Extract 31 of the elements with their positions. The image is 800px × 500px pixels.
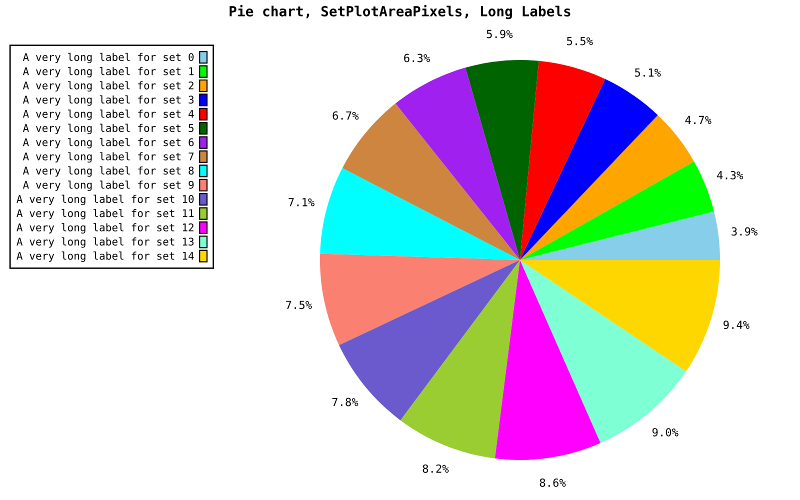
data-label: 4.7% — [685, 116, 712, 124]
data-label: 5.5% — [567, 37, 593, 46]
legend-label: A very long label for set 3 — [22, 95, 194, 106]
legend-label: A very long label for set 14 — [16, 252, 194, 262]
legend-label: A very long label for set 1 — [22, 67, 194, 78]
legend-label: A very long label for set 12 — [16, 223, 194, 234]
legend-label: A very long label for set 2 — [22, 81, 194, 92]
legend-label: A very long label for set 9 — [22, 180, 194, 191]
legend-label: A very long label for set 10 — [16, 194, 194, 206]
legend-label: A very long label for set 6 — [22, 138, 194, 148]
data-label: 7.5% — [286, 300, 312, 310]
data-label: 4.3% — [717, 170, 744, 180]
data-label: 9.0% — [652, 428, 678, 436]
data-label: 3.9% — [732, 227, 758, 236]
data-label: 8.6% — [540, 478, 566, 487]
data-label: 5.9% — [486, 30, 513, 38]
data-label: 6.7% — [332, 111, 359, 120]
legend-label: A very long label for set 13 — [16, 237, 194, 248]
legend-label: A very long label for set 11 — [16, 208, 194, 220]
data-label: 7.8% — [332, 398, 358, 406]
data-label: 9.4% — [724, 320, 750, 330]
legend-label: A very long label for set 4 — [22, 110, 194, 120]
data-label: 7.1% — [288, 198, 314, 206]
legend-label: A very long label for set 8 — [22, 166, 194, 177]
data-label: 6.3% — [404, 54, 430, 62]
data-label: 5.1% — [635, 68, 661, 77]
chart-title: Pie chart, SetPlotAreaPixels, Long Labels — [230, 4, 570, 20]
data-label: 8.2% — [422, 464, 449, 473]
legend-label: A very long label for set 5 — [22, 124, 194, 134]
legend-label: A very long label for set 7 — [22, 152, 194, 163]
legend-label: A very long label for set 0 — [22, 52, 194, 64]
